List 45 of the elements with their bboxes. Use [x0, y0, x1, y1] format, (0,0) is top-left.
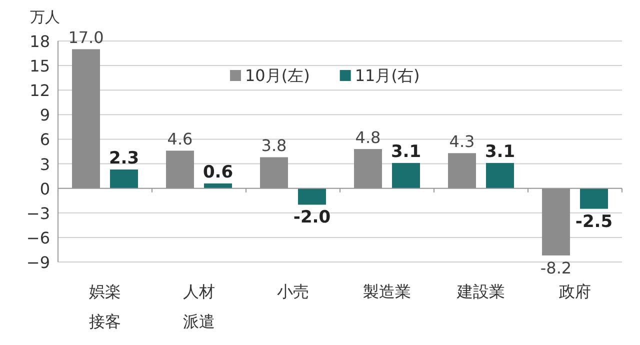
data-label: 4.3 [449, 132, 475, 152]
x-tick-label: 小売 [277, 282, 309, 301]
bar [298, 188, 326, 205]
bar [260, 157, 288, 188]
bar [110, 170, 138, 188]
bar [392, 162, 420, 188]
bar [448, 153, 476, 188]
data-label: 4.6 [167, 130, 193, 149]
legend-label: 11月(右) [354, 66, 420, 85]
data-label: 17.0 [68, 28, 104, 48]
legend-item: 10月(左) [230, 66, 310, 85]
y-tick-label: −3 [26, 204, 50, 223]
x-tick-label: 建設業 [456, 282, 505, 301]
y-tick-label: −9 [26, 253, 50, 272]
y-tick-label: 0 [40, 179, 50, 198]
data-label: -8.2 [540, 258, 572, 278]
legend-label: 10月(左) [245, 66, 310, 85]
y-tick-label: 12 [30, 81, 50, 100]
y-tick-label: 9 [40, 106, 50, 125]
y-tick-label: 6 [40, 130, 50, 150]
x-tick-label: 人材派遣 [183, 282, 215, 331]
x-tick-label: 政府 [559, 282, 591, 301]
bar [204, 183, 232, 188]
bar [166, 150, 194, 188]
data-label: 3.1 [390, 142, 422, 162]
bar [580, 188, 608, 209]
data-label: -2.0 [293, 208, 331, 228]
x-tick-label: 製造業 [363, 282, 411, 301]
data-label: 2.3 [108, 148, 140, 169]
bar [542, 188, 570, 256]
data-label: 0.6 [202, 162, 234, 182]
data-label: -2.5 [575, 212, 613, 232]
bar [354, 149, 382, 188]
data-label: 4.8 [355, 128, 381, 148]
bar [486, 162, 514, 188]
y-tick-label: 3 [40, 154, 50, 174]
y-axis-title: 万人 [30, 8, 60, 26]
y-tick-label: −6 [26, 228, 50, 248]
data-label: 3.8 [261, 136, 287, 156]
x-tick-label: 娯楽接客 [89, 282, 121, 331]
y-tick-label: 18 [30, 32, 50, 51]
y-tick-label: 15 [30, 56, 50, 76]
legend-item: 11月(右) [340, 66, 420, 85]
data-label: 3.1 [484, 142, 516, 162]
bar [72, 49, 100, 188]
